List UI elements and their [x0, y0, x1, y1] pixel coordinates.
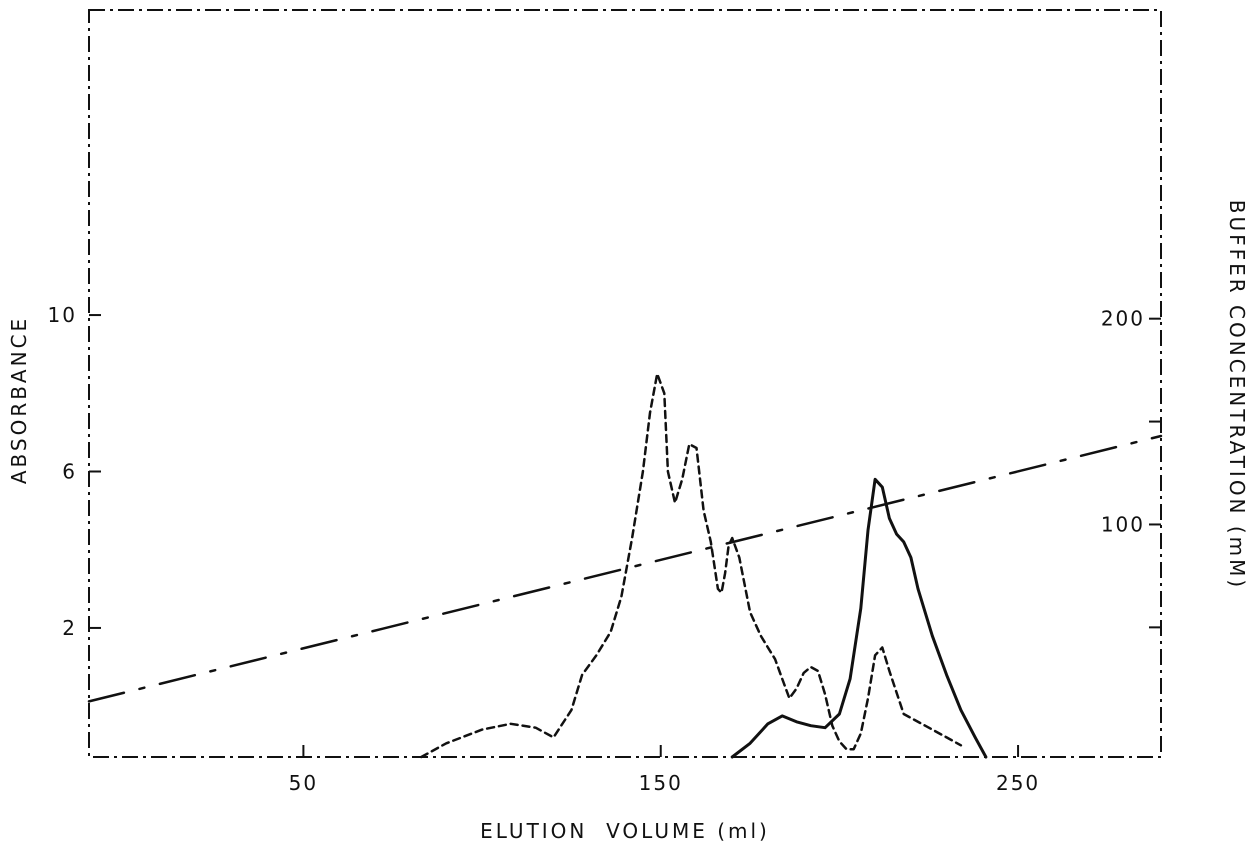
series-line-solid [730, 477, 988, 759]
y-axis-title: ABSORBANCE [7, 316, 31, 484]
series-line-dashed [420, 372, 963, 759]
y2-axis-ticks: 100 200 [1101, 307, 1161, 629]
x-tick-label: 150 [639, 771, 683, 795]
y-tick-label: 2 [62, 616, 77, 640]
y2-axis-title: BUFFER CONCENTRATION (mM) [1225, 200, 1249, 590]
y-tick-label: 10 [48, 303, 77, 327]
y2-tick-label: 200 [1101, 307, 1145, 331]
y-tick-label: 6 [62, 459, 77, 483]
y-axis-ticks: 2 6 10 [48, 303, 101, 640]
x-axis-title: ELUTION VOLUME (ml) [480, 819, 770, 843]
y2-tick-label: 100 [1101, 512, 1145, 536]
x-axis-ticks: 50 150 250 [289, 745, 1040, 795]
plot-frame [88, 9, 1162, 758]
series-layer [87, 372, 1163, 759]
series-line-dash-dot [87, 434, 1163, 703]
x-tick-label: 50 [289, 771, 318, 795]
x-tick-label: 250 [996, 771, 1040, 795]
